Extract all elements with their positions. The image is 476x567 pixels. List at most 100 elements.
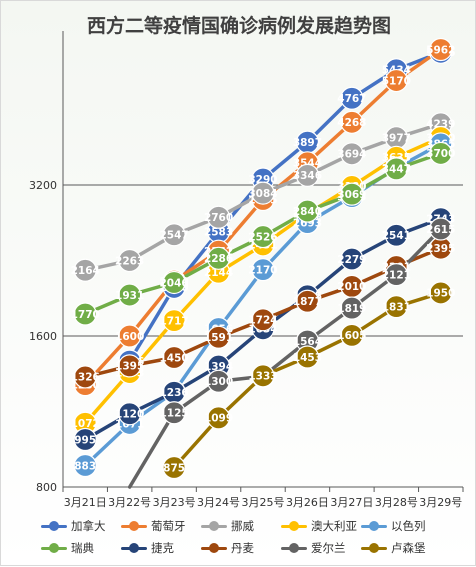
data-point (340, 296, 364, 320)
data-point (73, 258, 97, 282)
data-point (295, 345, 320, 369)
data-label: 1877 (293, 296, 322, 308)
data-point (206, 406, 231, 430)
data-label: 995 (74, 434, 96, 446)
data-label: 3700 (426, 148, 455, 160)
legend-label: 瑞典 (71, 541, 94, 555)
x-tick-label: 3月29号 (419, 496, 462, 509)
x-tick-label: 3月25号 (242, 496, 285, 509)
chart-title: 西方二等疫情国确诊病例发展趋势图 (86, 15, 391, 37)
data-point (251, 258, 275, 282)
legend-label: 捷克 (151, 541, 174, 555)
data-label: 1831 (382, 301, 411, 313)
legend-item: 丹麦 (201, 540, 281, 556)
legend-marker (201, 543, 227, 553)
data-point (295, 289, 320, 313)
y-tick-label: 1600 (29, 330, 57, 343)
data-point (118, 354, 142, 378)
data-label: 3694 (337, 149, 366, 161)
data-point (429, 141, 453, 166)
legend-item: 葡萄牙 (121, 518, 201, 534)
data-label: 2263 (115, 255, 144, 267)
legend-marker (281, 543, 307, 553)
data-label: 1394 (204, 361, 233, 373)
data-label: 1819 (337, 303, 366, 315)
data-label: 2046 (159, 277, 188, 289)
legend-item: 挪威 (201, 518, 281, 534)
data-point (73, 453, 97, 478)
data-point (206, 205, 231, 229)
data-label: 1931 (115, 290, 144, 302)
data-point (118, 324, 142, 348)
legend-label: 爱尔兰 (311, 541, 346, 555)
data-label: 3897 (293, 137, 322, 149)
legend-marker (361, 521, 387, 531)
x-tick-label: 3月21日 (64, 496, 107, 509)
data-point (340, 323, 364, 347)
data-point (384, 263, 408, 287)
legend-marker (281, 521, 307, 531)
data-label: 2760 (204, 212, 233, 224)
data-label: 2279 (337, 254, 366, 266)
data-label: 3290 (248, 174, 277, 186)
axes: 800 1600 3200 3月21日 3月22号 3月23号 3月24号 3月25号 3月26… (29, 31, 464, 509)
data-label: 3447 (382, 164, 411, 176)
legend-item: 瑞典 (41, 540, 121, 556)
data-point (384, 157, 408, 181)
data-label: 1600 (115, 331, 144, 343)
data-point (118, 283, 142, 307)
data-point (73, 427, 97, 452)
y-tick-label: 3200 (29, 179, 57, 192)
data-label: 2526 (248, 231, 277, 243)
data-label: 4767 (337, 93, 366, 105)
y-tick-label: 800 (36, 481, 57, 494)
data-label: 2170 (248, 264, 277, 276)
data-label: 2286 (204, 253, 233, 265)
data-point (295, 199, 320, 223)
legend-label: 丹麦 (231, 541, 254, 555)
x-tick-label: 3月24号 (197, 496, 240, 509)
data-point (73, 365, 97, 389)
data-label: 1120 (115, 409, 144, 421)
data-point (206, 325, 231, 349)
legend-item: 加拿大 (41, 518, 121, 534)
data-label: 2121 (382, 269, 411, 281)
data-point (162, 345, 186, 370)
data-label: 4268 (337, 117, 366, 129)
data-label: 1591 (204, 332, 233, 344)
legend-item: 澳大利亚 (281, 518, 361, 534)
data-label: 2010 (337, 281, 366, 293)
legend-marker (41, 543, 67, 553)
data-point (251, 308, 275, 332)
series-points: 1426200025833290389747675434588612801600… (71, 37, 455, 480)
legend-label: 以色列 (391, 519, 426, 533)
data-label: 1236 (159, 387, 188, 399)
data-point (384, 223, 408, 247)
data-point (429, 217, 453, 241)
data-point (340, 142, 364, 166)
data-label: 1300 (204, 376, 233, 388)
data-label: 2840 (293, 206, 322, 218)
data-label: 4239 (426, 119, 455, 131)
data-label: 2144 (204, 267, 233, 279)
data-point (384, 295, 408, 319)
data-point (295, 163, 320, 187)
data-label: 1605 (337, 330, 366, 342)
data-point (251, 181, 275, 205)
data-label: 3084 (248, 188, 277, 200)
legend-label: 葡萄牙 (151, 519, 186, 533)
legend-marker (361, 543, 387, 553)
data-label: 875 (163, 462, 185, 474)
data-label: 3346 (293, 170, 322, 182)
data-label: 1099 (204, 413, 233, 425)
x-tick-label: 3月22号 (108, 496, 151, 509)
x-tick-label: 3月28号 (375, 496, 418, 509)
legend-label: 挪威 (231, 519, 254, 533)
data-point (340, 247, 364, 271)
data-point (251, 364, 275, 388)
legend-item: 捷克 (121, 540, 201, 556)
data-label: 2693 (293, 217, 322, 229)
data-label: 1950 (426, 288, 455, 300)
